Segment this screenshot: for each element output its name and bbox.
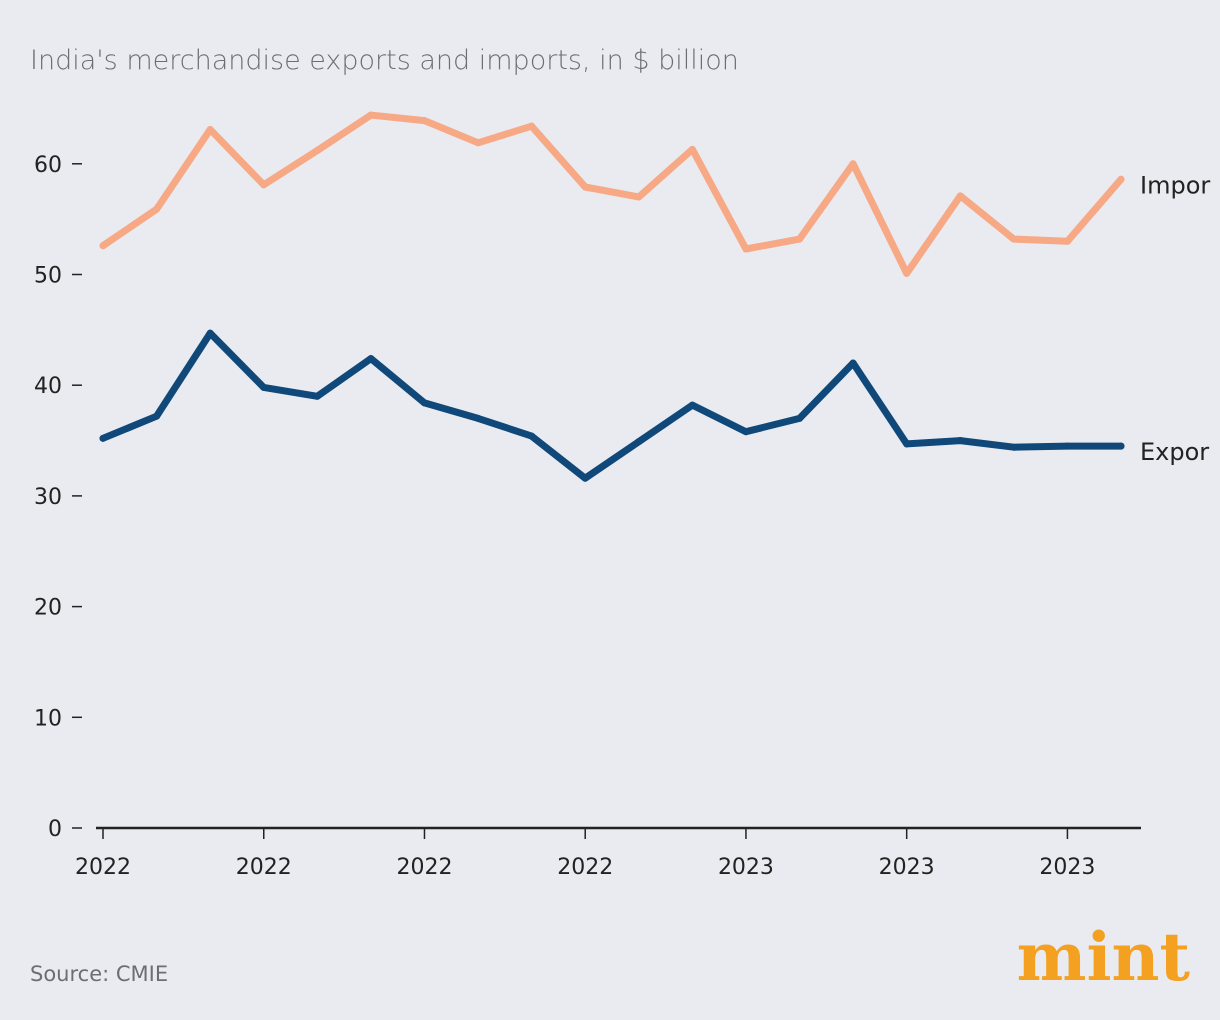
data-point [796,414,804,422]
y-tick-label: 20 [34,596,62,621]
data-point [796,235,804,243]
data-point [688,401,696,409]
source-label: Source: CMIE [30,962,168,986]
x-tick-label: 2023 [879,855,935,880]
series-line-expor [99,329,1125,482]
data-point [99,242,107,250]
x-tick-label: 2022 [236,855,292,880]
data-point [206,329,214,337]
data-point [206,125,214,133]
data-point [1063,237,1071,245]
data-point [956,437,964,445]
data-point [635,438,643,446]
y-axis: 0 10 20 30 40 50 60 [34,153,82,842]
chart-title: India's merchandise exports and imports,… [30,45,739,76]
x-tick-label: 2023 [1039,855,1095,880]
data-point [367,111,375,119]
y-tick-label: 60 [34,153,62,178]
data-point [474,414,482,422]
data-point [581,474,589,482]
data-point [1063,442,1071,450]
series-line-impor [99,111,1125,277]
data-point [956,192,964,200]
data-point [528,432,536,440]
data-point [903,269,911,277]
data-point [367,355,375,363]
data-point [313,147,321,155]
data-point [1117,442,1125,450]
series-label-expor: Expor [1140,438,1209,466]
data-point [420,399,428,407]
y-tick-label: 10 [34,706,62,731]
x-axis: 2022 2022 2022 2022 2023 2023 2023 [75,826,1141,880]
data-point [635,193,643,201]
data-point [849,359,857,367]
y-tick-label: 30 [34,485,62,510]
data-point [849,160,857,168]
x-tick-label: 2023 [718,855,774,880]
data-point [260,383,268,391]
data-point [99,434,107,442]
data-point [903,440,911,448]
data-point [153,412,161,420]
series-group: Impor Expor [99,111,1210,482]
data-point [581,183,589,191]
data-point [474,139,482,147]
x-tick-label: 2022 [557,855,613,880]
data-point [1117,175,1125,183]
data-point [688,145,696,153]
series-label-impor: Impor [1140,171,1210,199]
data-point [153,205,161,213]
data-point [420,117,428,125]
data-point [528,122,536,130]
x-tick-label: 2022 [75,855,131,880]
x-tick-label: 2022 [396,855,452,880]
data-point [260,181,268,189]
data-point [1010,235,1018,243]
mint-logo: mint [1017,918,1191,996]
data-point [742,428,750,436]
data-point [1010,443,1018,451]
data-point [742,245,750,253]
y-tick-label: 50 [34,264,62,289]
data-point [313,392,321,400]
y-tick-label: 40 [34,374,62,399]
y-tick-label: 0 [48,817,62,842]
